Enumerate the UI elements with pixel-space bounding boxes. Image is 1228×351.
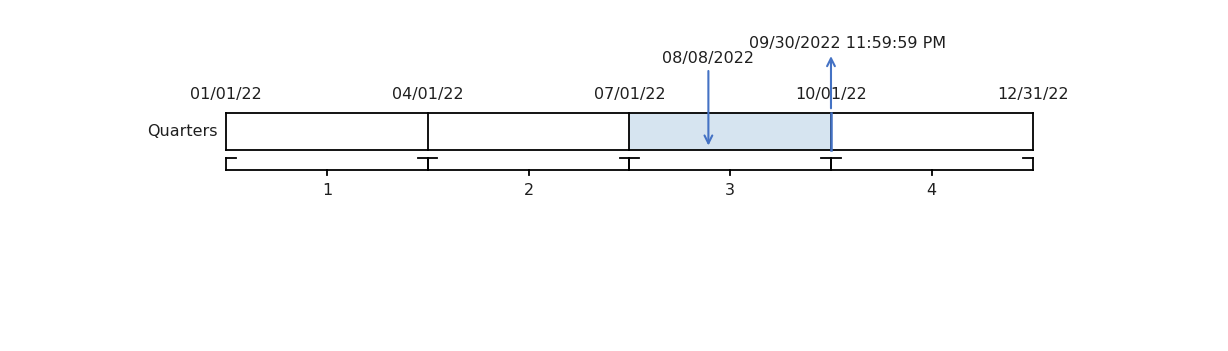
Text: 3: 3 [726, 183, 736, 198]
Text: 10/01/22: 10/01/22 [795, 87, 867, 102]
Text: 12/31/22: 12/31/22 [997, 87, 1068, 102]
Text: 04/01/22: 04/01/22 [392, 87, 463, 102]
Bar [629, 113, 831, 150]
Text: 4: 4 [927, 183, 937, 198]
Text: Quarters: Quarters [147, 124, 219, 139]
Text: 09/30/2022 11:59:59 PM: 09/30/2022 11:59:59 PM [749, 37, 946, 52]
Text: 07/01/22: 07/01/22 [593, 87, 666, 102]
Text: 1: 1 [322, 183, 332, 198]
Text: 2: 2 [523, 183, 534, 198]
Text: 01/01/22: 01/01/22 [190, 87, 262, 102]
Text: 08/08/2022: 08/08/2022 [662, 51, 754, 66]
